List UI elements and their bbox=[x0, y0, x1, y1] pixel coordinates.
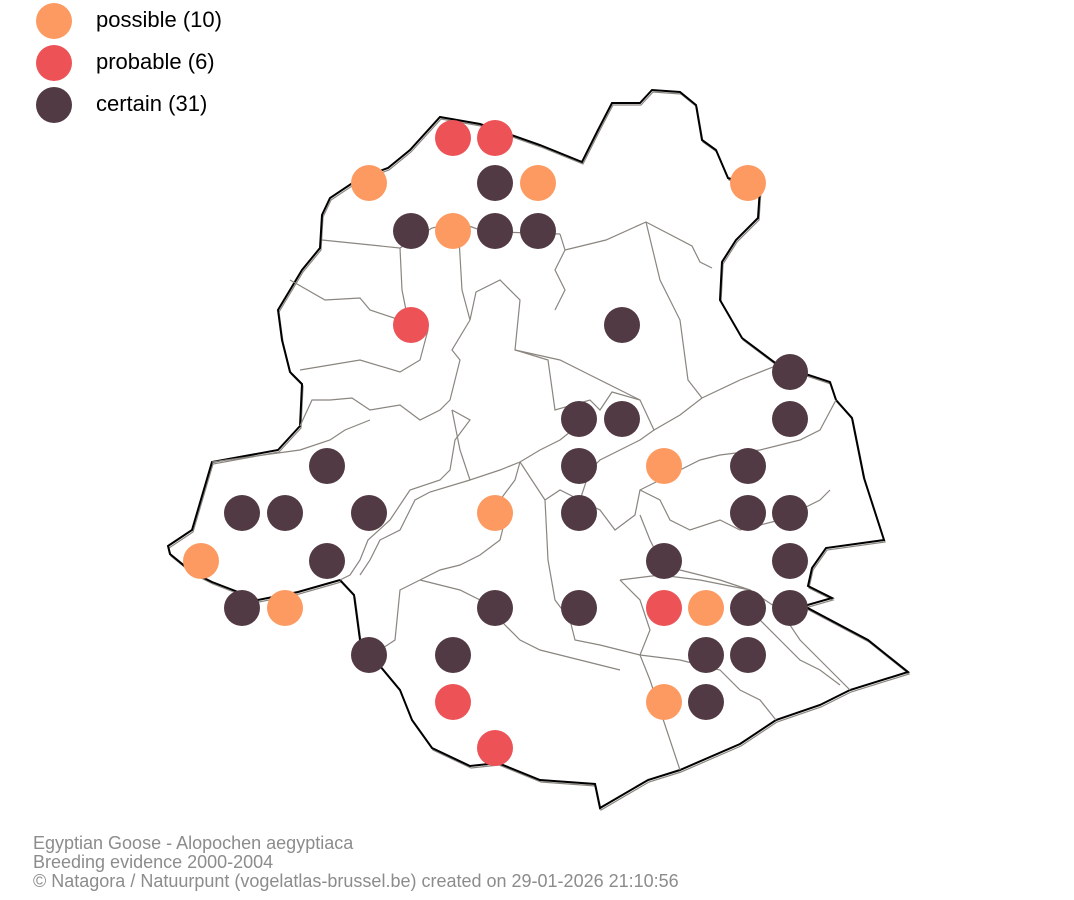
legend-label: probable (6) bbox=[96, 49, 215, 74]
breeding-dot-certain bbox=[730, 495, 766, 531]
breeding-dot-certain bbox=[730, 637, 766, 673]
breeding-dot-probable bbox=[646, 590, 682, 626]
breeding-dot-probable bbox=[477, 120, 513, 156]
breeding-dot-certain bbox=[435, 637, 471, 673]
breeding-dot-certain bbox=[520, 213, 556, 249]
breeding-dot-certain bbox=[561, 495, 597, 531]
breeding-dot-certain bbox=[561, 448, 597, 484]
breeding-dot-probable bbox=[477, 730, 513, 766]
breeding-dot-possible bbox=[730, 165, 766, 201]
breeding-dot-certain bbox=[351, 495, 387, 531]
breeding-dot-possible bbox=[183, 543, 219, 579]
breeding-dot-certain bbox=[730, 590, 766, 626]
breeding-dot-possible bbox=[646, 448, 682, 484]
credit-text: © Natagora / Natuurpunt (vogelatlas-brus… bbox=[33, 871, 679, 891]
breeding-dot-certain bbox=[309, 543, 345, 579]
certain-swatch bbox=[36, 87, 72, 123]
legend-label: possible (10) bbox=[96, 7, 222, 32]
legend-item-certain: certain (31) bbox=[36, 84, 296, 126]
legend-item-probable: probable (6) bbox=[36, 42, 296, 84]
breeding-dot-certain bbox=[477, 213, 513, 249]
breeding-dot-certain bbox=[477, 590, 513, 626]
breeding-dot-possible bbox=[267, 590, 303, 626]
breeding-dot-certain bbox=[224, 495, 260, 531]
breeding-dot-certain bbox=[351, 637, 387, 673]
species-name: Egyptian Goose - Alopochen aegyptiaca bbox=[33, 833, 354, 853]
possible-swatch bbox=[36, 3, 72, 39]
map-caption: Egyptian Goose - Alopochen aegyptiaca Br… bbox=[33, 834, 679, 891]
breeding-dot-possible bbox=[435, 213, 471, 249]
breeding-dot-possible bbox=[646, 684, 682, 720]
breeding-dot-certain bbox=[730, 448, 766, 484]
breeding-dot-certain bbox=[393, 213, 429, 249]
breeding-dot-certain bbox=[772, 590, 808, 626]
breeding-dot-possible bbox=[477, 495, 513, 531]
breeding-dot-possible bbox=[351, 165, 387, 201]
breeding-dot-certain bbox=[772, 495, 808, 531]
breeding-dot-certain bbox=[688, 637, 724, 673]
probable-swatch bbox=[36, 45, 72, 81]
breeding-dot-probable bbox=[435, 120, 471, 156]
breeding-dot-certain bbox=[772, 543, 808, 579]
breeding-dot-probable bbox=[435, 684, 471, 720]
breeding-dot-possible bbox=[688, 590, 724, 626]
breeding-dot-certain bbox=[604, 307, 640, 343]
breeding-dot-certain bbox=[772, 354, 808, 390]
breeding-dot-certain bbox=[561, 590, 597, 626]
breeding-dots bbox=[183, 120, 808, 766]
breeding-dot-certain bbox=[477, 165, 513, 201]
legend-item-possible: possible (10) bbox=[36, 0, 296, 42]
breeding-dot-certain bbox=[267, 495, 303, 531]
breeding-dot-certain bbox=[688, 684, 724, 720]
municipality-borders bbox=[211, 221, 851, 771]
breeding-dot-certain bbox=[224, 590, 260, 626]
breeding-dot-certain bbox=[772, 401, 808, 437]
breeding-dot-certain bbox=[561, 401, 597, 437]
breeding-dot-possible bbox=[520, 165, 556, 201]
breeding-dot-certain bbox=[309, 448, 345, 484]
breeding-dot-certain bbox=[604, 401, 640, 437]
breeding-dot-probable bbox=[393, 307, 429, 343]
breeding-dot-certain bbox=[646, 543, 682, 579]
period-text: Breeding evidence 2000-2004 bbox=[33, 852, 274, 872]
legend-label: certain (31) bbox=[96, 91, 208, 116]
